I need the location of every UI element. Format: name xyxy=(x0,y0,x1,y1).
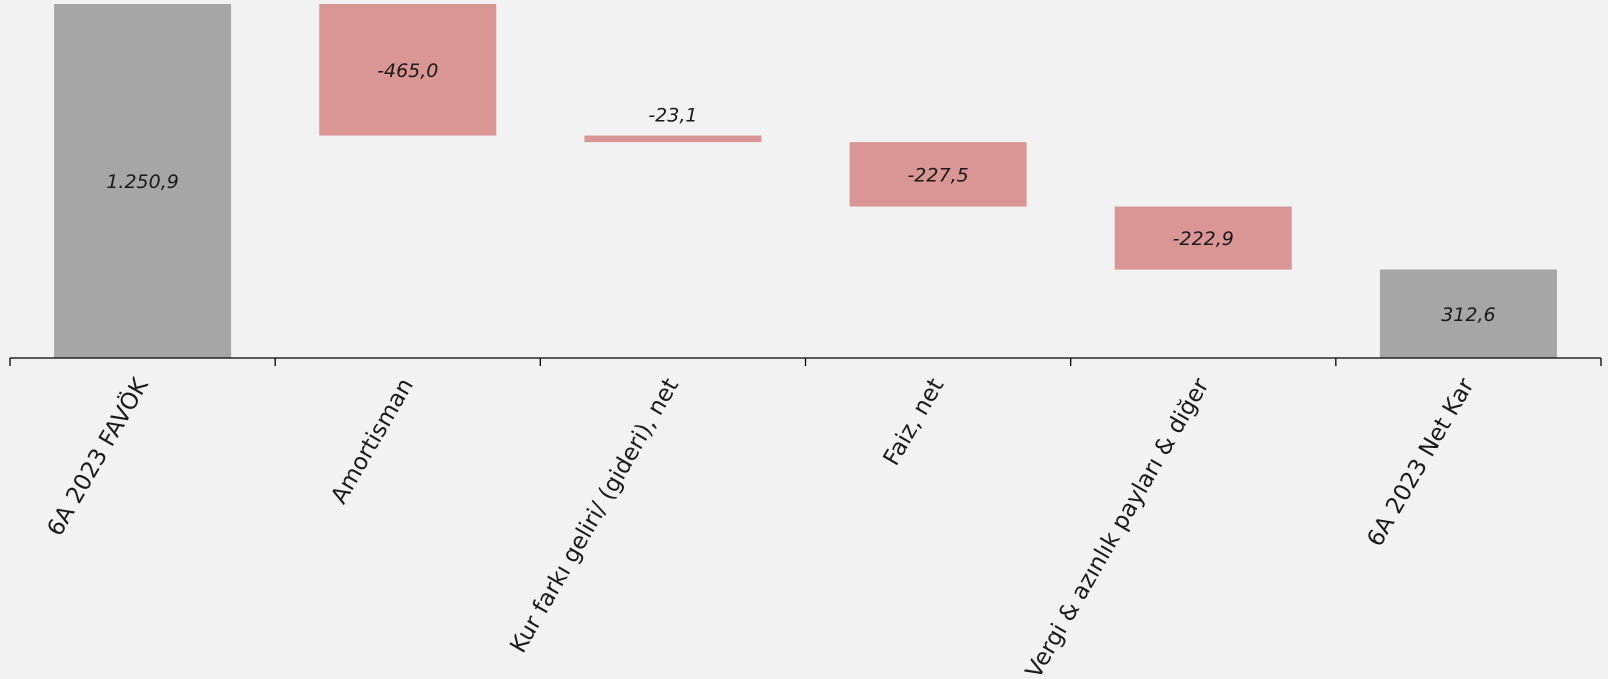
bar-5 xyxy=(1114,206,1292,270)
category-label-6: 6A 2023 Net Kar xyxy=(1362,374,1480,552)
value-label-5: -222,9 xyxy=(1173,228,1234,250)
category-label-1: 6A 2023 FAVÖK xyxy=(41,372,154,540)
x-axis xyxy=(9,357,1602,366)
bar-6 xyxy=(1379,269,1557,358)
value-label-6: 312,6 xyxy=(1441,304,1495,326)
category-label-3: Kur farkı geliri/ (gideri), net xyxy=(505,374,684,657)
bar-1 xyxy=(54,4,232,358)
bar-2 xyxy=(319,4,497,136)
category-labels: 6A 2023 FAVÖK Amortisman Kur farkı geliri/… xyxy=(41,372,1480,679)
value-labels: 1.250,9 -465,0 -23,1 -227,5 -222,9 312,6 xyxy=(106,60,1495,326)
bar-3 xyxy=(584,135,762,143)
category-label-2: Amortisman xyxy=(326,374,419,508)
value-label-2: -465,0 xyxy=(377,60,438,82)
bar-4 xyxy=(849,142,1027,207)
value-label-1: 1.250,9 xyxy=(106,171,179,193)
value-label-3: -23,1 xyxy=(648,105,697,127)
category-label-5: Vergi & azınlık payları & diğer xyxy=(1021,374,1215,679)
bar-group xyxy=(54,4,1557,358)
category-label-4: Faiz, net xyxy=(879,374,950,470)
value-label-4: -227,5 xyxy=(907,164,968,186)
